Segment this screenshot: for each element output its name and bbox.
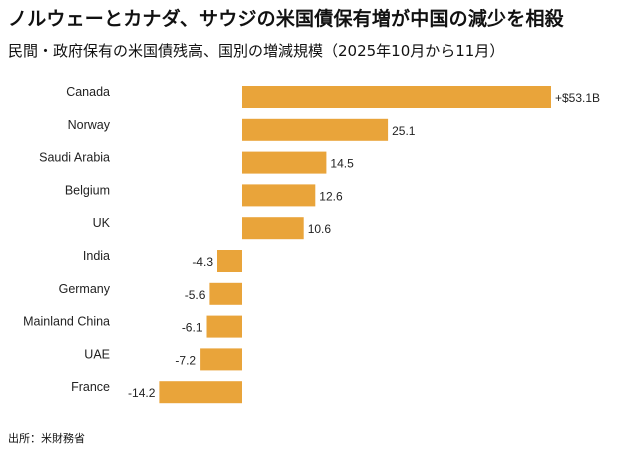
category-label-germany: Germany: [59, 282, 111, 296]
category-label-belgium: Belgium: [65, 183, 110, 197]
bar-mainland-china: [206, 315, 242, 338]
value-label-india: -4.3: [192, 255, 213, 269]
value-label-canada: +$53.1B: [555, 91, 600, 105]
bar-belgium: [242, 184, 316, 207]
bar-germany: [209, 282, 242, 305]
bar-canada: [242, 86, 551, 108]
category-label-france: France: [71, 380, 110, 394]
category-label-uae: UAE: [84, 347, 110, 361]
source-note: 出所：米財務省: [8, 432, 85, 445]
category-label-norway: Norway: [68, 118, 111, 132]
bar-france: [159, 381, 242, 404]
bar-saudi-arabia: [242, 151, 327, 174]
value-label-uae: -7.2: [175, 353, 196, 367]
value-label-saudi-arabia: 14.5: [330, 157, 354, 171]
value-label-uk: 10.6: [308, 222, 332, 236]
bar-india: [217, 250, 242, 272]
category-label-mainland-china: Mainland China: [23, 315, 110, 329]
chart-title: ノルウェーとカナダ、サウジの米国債保有増が中国の減少を相殺: [8, 8, 564, 30]
value-label-germany: -5.6: [185, 288, 206, 302]
category-label-india: India: [83, 249, 110, 263]
value-label-france: -14.2: [128, 386, 156, 400]
value-label-mainland-china: -6.1: [182, 321, 203, 335]
chart-subtitle: 民間・政府保有の米国債残高、国別の増減規模（2025年10月から11月）: [8, 42, 505, 60]
bar-uae: [200, 348, 242, 371]
category-label-saudi-arabia: Saudi Arabia: [39, 151, 110, 165]
value-label-norway: 25.1: [392, 124, 416, 138]
category-label-canada: Canada: [66, 85, 110, 99]
bar-uk: [242, 217, 304, 240]
bar-norway: [242, 118, 389, 141]
category-label-uk: UK: [93, 216, 111, 230]
value-label-belgium: 12.6: [319, 189, 343, 203]
